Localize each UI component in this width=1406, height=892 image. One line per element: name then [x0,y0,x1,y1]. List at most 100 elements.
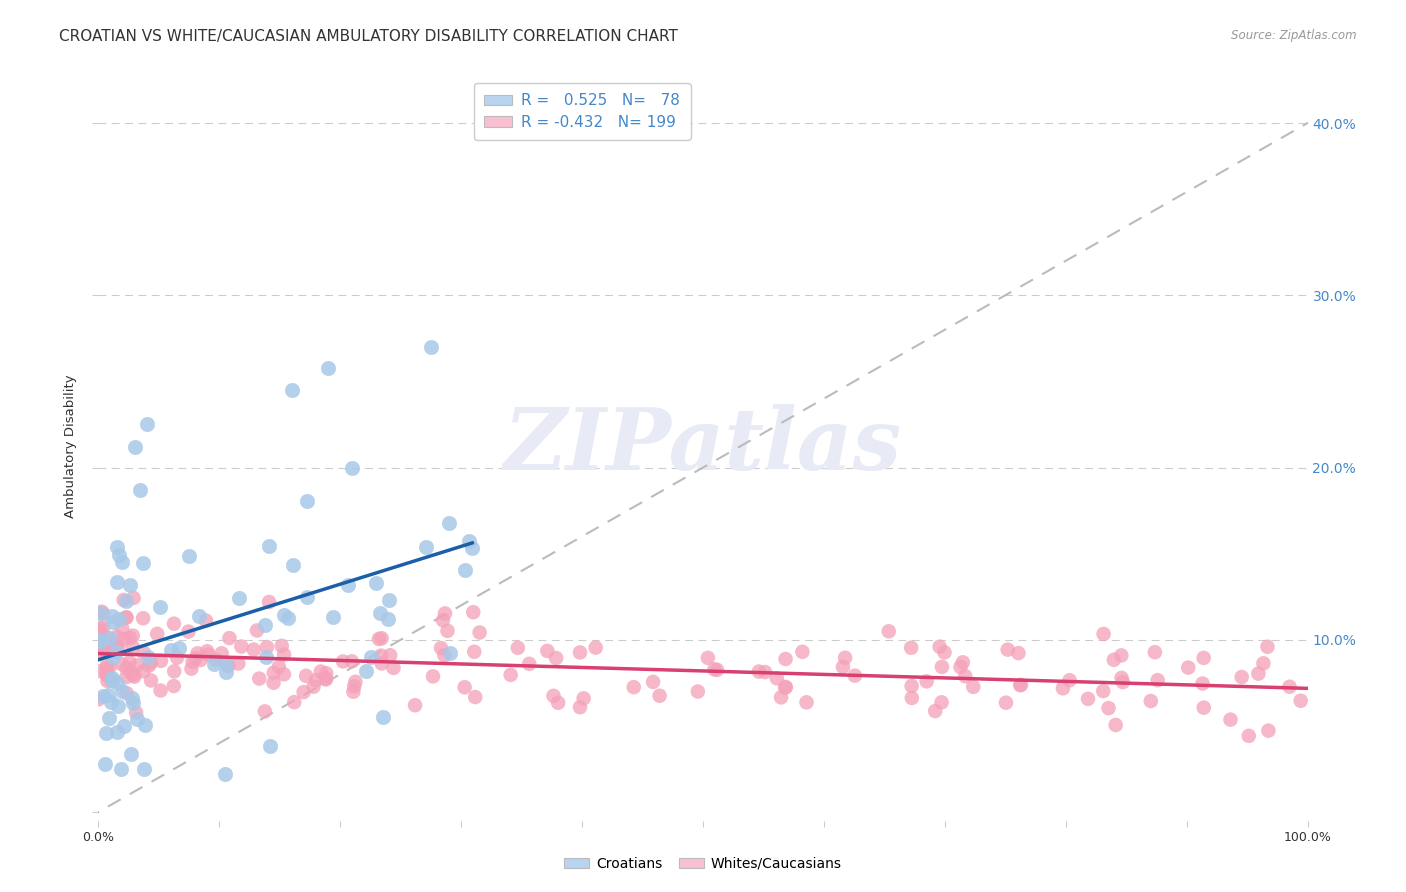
Point [101,638,124,652]
Point [281,383,304,397]
Text: CROATIAN VS WHITE/CAUCASIAN AMBULATORY DISABILITY CORRELATION CHART: CROATIAN VS WHITE/CAUCASIAN AMBULATORY D… [59,29,678,44]
Point [111,555,134,569]
Point [543,689,565,703]
Point [150,654,173,668]
Point [901,690,924,705]
Point [115,610,138,624]
Point [295,669,318,683]
Point [952,656,974,670]
Point [337,577,360,591]
Point [994,696,1017,710]
Point [696,651,718,665]
Point [433,648,456,663]
Point [292,685,315,699]
Point [380,648,402,663]
Point [259,739,281,753]
Point [101,671,124,685]
Point [194,614,217,628]
Point [96,665,118,679]
Point [98,659,121,673]
Point [94,726,117,740]
Point [962,680,984,694]
Point [91,607,114,621]
Point [332,655,354,669]
Point [585,640,607,655]
Point [546,651,568,665]
Point [343,679,366,693]
Point [775,652,797,666]
Point [242,642,264,657]
Point [371,710,394,724]
Point [263,665,285,680]
Point [1052,681,1074,696]
Point [506,640,529,655]
Point [1010,678,1032,692]
Point [136,649,159,664]
Point [915,674,938,689]
Point [97,689,120,703]
Point [121,696,143,710]
Point [104,645,127,659]
Point [90,632,112,647]
Point [1278,680,1301,694]
Point [107,676,129,690]
Point [281,558,304,572]
Point [97,710,120,724]
Point [124,670,146,684]
Point [217,659,239,673]
Point [134,718,156,732]
Point [129,483,152,497]
Point [105,630,128,644]
Point [127,658,149,673]
Point [832,660,855,674]
Point [928,640,950,654]
Point [1105,718,1128,732]
Point [648,689,671,703]
Point [796,695,818,709]
Point [177,624,200,639]
Point [432,613,454,627]
Point [101,609,124,624]
Point [163,679,186,693]
Point [96,673,118,688]
Point [169,640,191,655]
Point [342,684,364,698]
Point [122,591,145,605]
Point [1253,657,1275,671]
Point [163,665,186,679]
Point [111,622,134,636]
Point [166,650,188,665]
Point [305,673,328,688]
Point [87,692,110,706]
Point [315,673,337,687]
Point [949,660,972,674]
Point [468,625,491,640]
Point [404,698,426,713]
Point [322,609,344,624]
Point [98,633,121,648]
Point [101,649,124,664]
Point [453,680,475,694]
Point [1192,700,1215,714]
Point [146,627,169,641]
Point [1077,691,1099,706]
Point [623,680,645,694]
Point [295,494,318,508]
Legend: Croatians, Whites/Caucasians: Croatians, Whites/Caucasians [558,851,848,876]
Point [436,624,458,638]
Point [461,541,484,556]
Point [135,417,157,432]
Point [181,655,204,669]
Point [270,639,292,653]
Point [87,639,110,653]
Point [215,665,238,679]
Point [1102,653,1125,667]
Point [572,691,595,706]
Point [118,631,141,645]
Point [120,747,142,761]
Point [931,660,953,674]
Point [149,683,172,698]
Point [89,606,111,620]
Point [122,668,145,682]
Point [124,440,146,454]
